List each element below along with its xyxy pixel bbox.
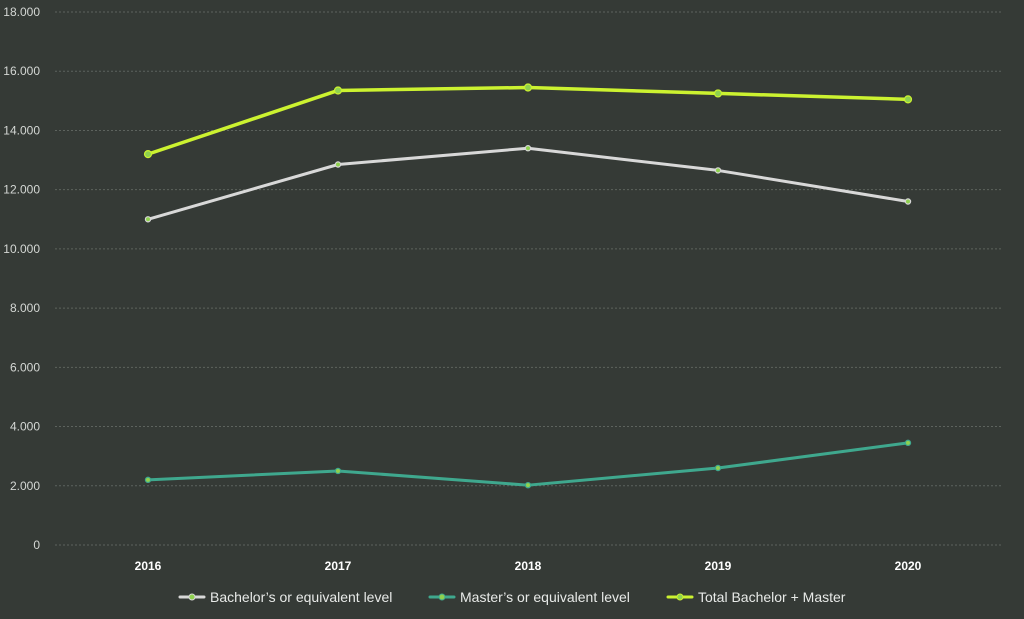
legend-swatch-marker xyxy=(438,593,446,601)
legend-swatch-marker xyxy=(676,593,684,601)
data-point xyxy=(144,476,152,484)
data-point xyxy=(334,467,342,475)
data-point xyxy=(524,145,532,152)
legend-label: Bachelor’s or equivalent level xyxy=(210,589,392,605)
series-markers xyxy=(143,83,913,489)
y-tick-label: 10.000 xyxy=(3,242,40,256)
data-point xyxy=(524,481,532,489)
y-tick-label: 6.000 xyxy=(10,360,40,374)
legend-label: Master’s or equivalent level xyxy=(460,589,630,605)
series-line-3 xyxy=(146,85,910,156)
data-point xyxy=(523,83,533,92)
legend-item: Total Bachelor + Master xyxy=(666,589,846,605)
x-tick-label: 2020 xyxy=(895,559,922,573)
grid-lines xyxy=(55,11,1003,546)
x-tick-label: 2016 xyxy=(135,559,162,573)
y-tick-label: 18.000 xyxy=(3,5,40,19)
data-point xyxy=(904,439,912,447)
x-tick-label: 2017 xyxy=(325,559,352,573)
data-point xyxy=(714,167,722,174)
data-point xyxy=(143,150,153,159)
y-tick-label: 4.000 xyxy=(10,420,40,434)
series-line-2 xyxy=(146,441,910,487)
data-point xyxy=(334,161,342,168)
y-tick-label: 16.000 xyxy=(3,64,40,78)
data-point xyxy=(714,464,722,472)
data-point xyxy=(333,86,343,95)
legend-item: Bachelor’s or equivalent level xyxy=(178,589,392,605)
y-tick-label: 12.000 xyxy=(3,183,40,197)
data-point xyxy=(144,216,152,223)
legend-item: Master’s or equivalent level xyxy=(428,589,630,605)
y-tick-label: 8.000 xyxy=(10,301,40,315)
y-tick-label: 0 xyxy=(33,538,40,552)
x-axis-tick-labels: 2016 2017 2018 2019 2020 xyxy=(135,559,922,573)
legend: Bachelor’s or equivalent level Master’s o… xyxy=(178,589,846,605)
x-tick-label: 2018 xyxy=(515,559,542,573)
legend-swatch-marker xyxy=(188,593,196,601)
series-line-1 xyxy=(146,146,910,221)
y-tick-label: 14.000 xyxy=(3,123,40,137)
y-axis-tick-labels: 0 2.000 4.000 6.000 8.000 10.000 12.000 14.000 1… xyxy=(3,5,40,552)
data-point xyxy=(713,89,723,98)
y-tick-label: 2.000 xyxy=(10,479,40,493)
legend-label: Total Bachelor + Master xyxy=(698,589,846,605)
data-point xyxy=(904,198,912,205)
data-point xyxy=(903,95,913,104)
x-tick-label: 2019 xyxy=(705,559,732,573)
